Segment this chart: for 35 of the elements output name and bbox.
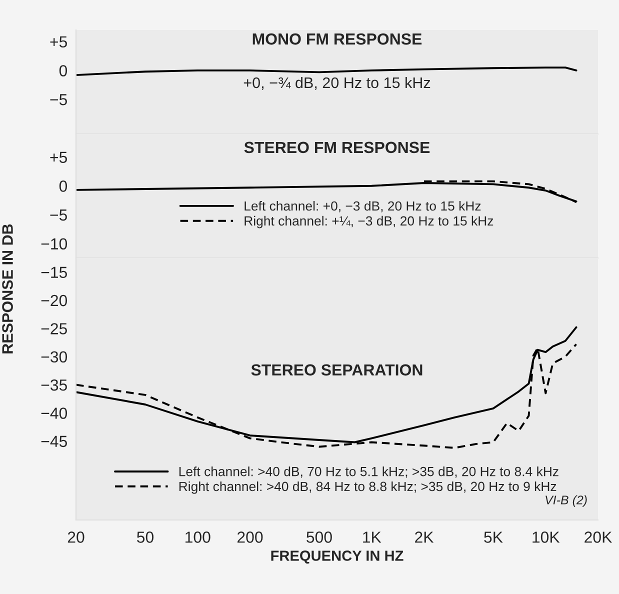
y-tick-label: 0 <box>59 65 68 76</box>
x-tick-label: 50 <box>137 532 154 543</box>
y-tick-label: +5 <box>50 152 67 164</box>
legend-label: Left channel: +0, −3 dB, 20 Hz to 15 kHz <box>244 200 481 212</box>
chart-title: MONO FM RESPONSE <box>252 33 422 45</box>
y-tick-label: −45 <box>41 436 67 448</box>
x-tick-label: 2K <box>415 532 434 543</box>
x-tick-label: 1K <box>363 532 382 543</box>
y-tick-label: +5 <box>50 36 67 48</box>
x-tick-label: 200 <box>237 532 263 543</box>
y-tick-label: −10 <box>41 238 68 250</box>
y-tick-label: −5 <box>50 210 67 221</box>
y-tick-label: −35 <box>41 379 67 391</box>
legend-label: Left channel: >40 dB, 70 Hz to 5.1 kHz; >35 dB, 20 Hz to 8.4 kHz <box>179 466 558 478</box>
x-tick-label: 10K <box>532 532 560 543</box>
x-axis-title: FREQUENCY IN HZ <box>271 550 404 564</box>
text: STEREO SEPARATION <box>251 364 422 376</box>
y-tick-label: −40 <box>41 408 68 419</box>
x-tick-label: 500 <box>306 532 332 543</box>
y-tick-label: −20 <box>41 294 68 306</box>
y-tick-label: −5 <box>50 94 67 106</box>
legend-label: Right channel: +¼, −3 dB, 20 Hz to 15 kHz <box>244 216 494 228</box>
chart-title: STEREO FM RESPONSE <box>244 142 430 154</box>
x-tick-label: 100 <box>186 532 210 543</box>
annotation: +0, −¾ dB, 20 Hz to 15 kHz <box>244 76 430 90</box>
y-tick-label: −25 <box>41 323 67 334</box>
legend-label: Right channel: >40 dB, 84 Hz to 8.8 kHz; >35 dB, 20 Hz to 9 kHz <box>179 481 556 494</box>
annotation: VI-B (2) <box>546 495 587 507</box>
y-tick-label: 0 <box>59 180 68 192</box>
x-tick-label: 20 <box>68 532 84 543</box>
y-axis-title: RESPONSE IN DB <box>2 224 13 354</box>
x-tick-label: 5K <box>484 532 503 543</box>
x-tick-label: 20K <box>584 532 612 543</box>
y-tick-label: −15 <box>41 266 67 278</box>
y-tick-label: −30 <box>41 351 68 363</box>
